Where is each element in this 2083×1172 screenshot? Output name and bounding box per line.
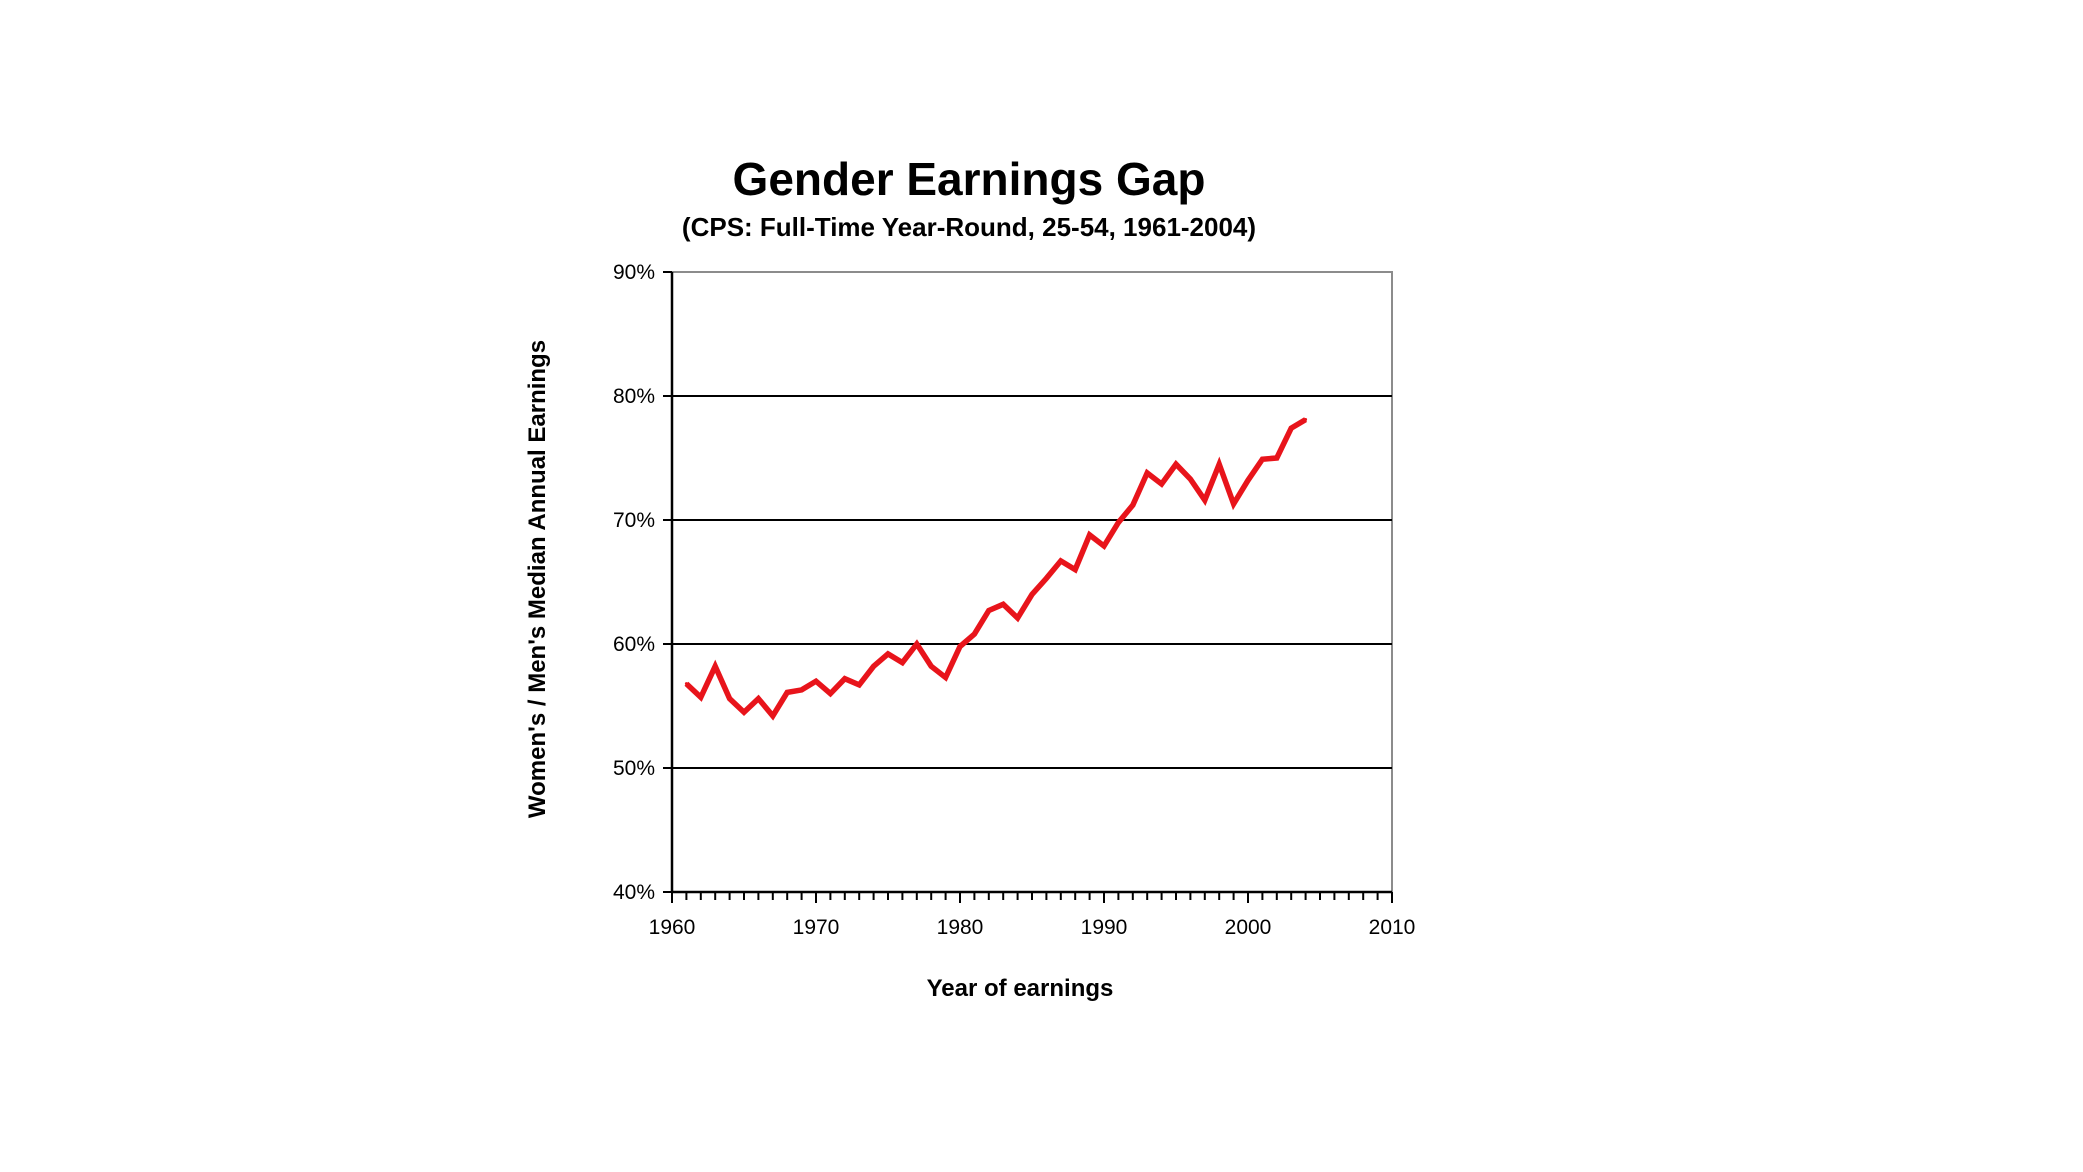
x-tick-label: 1970 — [793, 916, 840, 939]
data-point — [1246, 478, 1250, 482]
data-point — [857, 683, 861, 687]
data-point — [1188, 477, 1192, 481]
data-point — [1044, 576, 1048, 580]
data-point — [1275, 456, 1279, 460]
x-axis-title: Year of earnings — [927, 975, 1114, 1002]
data-point — [1001, 602, 1005, 606]
data-point — [699, 695, 703, 699]
data-point — [1160, 482, 1164, 486]
chart-subtitle: (CPS: Full-Time Year-Round, 25-54, 1961-… — [682, 212, 1256, 242]
data-point — [1217, 462, 1221, 466]
data-point — [1016, 616, 1020, 620]
data-point — [814, 679, 818, 683]
data-point — [1102, 544, 1106, 548]
data-point — [1059, 559, 1063, 563]
series-group — [684, 417, 1308, 721]
y-tick-label: 50% — [613, 757, 655, 780]
data-point — [929, 664, 933, 668]
y-tick-label: 70% — [613, 509, 655, 532]
x-tick-label: 2000 — [1225, 916, 1272, 939]
data-point — [1304, 418, 1308, 422]
data-point — [987, 609, 991, 613]
y-tick-label: 90% — [613, 261, 655, 284]
data-point — [944, 675, 948, 679]
data-point — [1232, 502, 1236, 506]
plot-area — [671, 271, 1393, 893]
x-axis-ticks — [671, 892, 1393, 903]
data-point — [886, 652, 890, 656]
data-point — [728, 697, 732, 701]
data-point — [1073, 568, 1077, 572]
data-point — [771, 714, 775, 718]
x-tick-label: 1990 — [1081, 916, 1128, 939]
series-line — [684, 417, 1308, 721]
data-point — [684, 682, 688, 686]
x-tick-label: 1960 — [649, 916, 696, 939]
x-tick-label: 2010 — [1369, 916, 1416, 939]
data-point — [1131, 503, 1135, 507]
data-point — [1145, 471, 1149, 475]
y-tick-label: 80% — [613, 385, 655, 408]
data-point — [800, 688, 804, 692]
y-tick-label: 40% — [613, 881, 655, 904]
data-point — [1289, 426, 1293, 430]
data-point — [828, 692, 832, 696]
data-point — [915, 642, 919, 646]
data-point — [843, 677, 847, 681]
data-point — [972, 632, 976, 636]
y-axis-tick-labels: 40% 50% 60% 70% 80% 90% — [613, 261, 655, 904]
chart-title: Gender Earnings Gap — [733, 153, 1206, 205]
x-tick-label: 1980 — [937, 916, 984, 939]
data-point — [1203, 498, 1207, 502]
plot-frame — [671, 271, 1393, 893]
data-point — [900, 661, 904, 665]
data-point — [713, 664, 717, 668]
x-axis-tick-labels: 1960 1970 1980 1990 2000 2010 — [649, 916, 1416, 939]
data-point — [1030, 592, 1034, 596]
data-point — [958, 644, 962, 648]
data-point — [1116, 520, 1120, 524]
data-point — [756, 697, 760, 701]
data-point — [1088, 533, 1092, 537]
gridlines — [672, 395, 1392, 769]
y-tick-label: 60% — [613, 633, 655, 656]
data-point — [785, 690, 789, 694]
data-point — [742, 710, 746, 714]
data-point — [1260, 457, 1264, 461]
data-point — [1174, 462, 1178, 466]
y-axis-title: Women's / Men's Median Annual Earnings — [524, 340, 551, 818]
data-point — [872, 664, 876, 668]
